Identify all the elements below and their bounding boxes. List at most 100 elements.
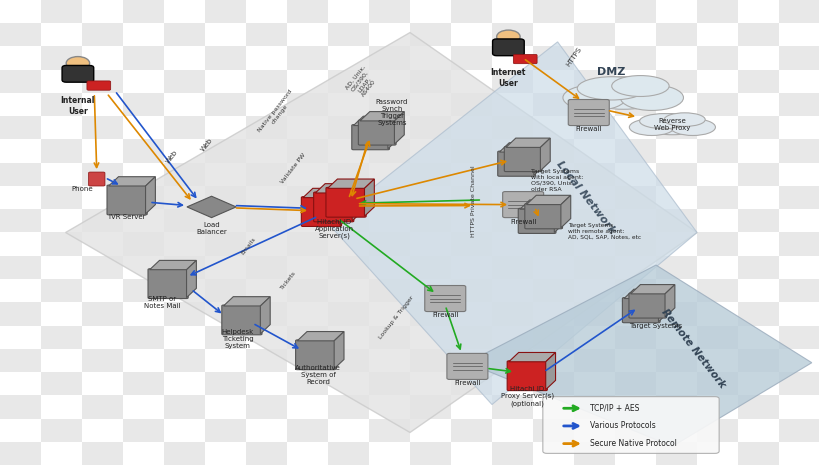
Bar: [287, 209, 328, 232]
Bar: [328, 46, 369, 70]
Bar: [82, 70, 123, 93]
Polygon shape: [364, 179, 374, 216]
Bar: [737, 209, 778, 232]
Bar: [82, 418, 123, 442]
Bar: [287, 395, 328, 418]
Bar: [491, 418, 532, 442]
Bar: [82, 395, 123, 418]
Bar: [778, 302, 819, 325]
Bar: [491, 442, 532, 465]
Bar: [123, 349, 164, 372]
Bar: [696, 186, 737, 209]
Bar: [696, 232, 737, 256]
Ellipse shape: [577, 77, 645, 100]
Bar: [573, 232, 614, 256]
Bar: [410, 163, 450, 186]
Bar: [164, 442, 205, 465]
Bar: [246, 395, 287, 418]
Bar: [123, 163, 164, 186]
Bar: [410, 23, 450, 46]
Polygon shape: [334, 332, 344, 369]
Ellipse shape: [629, 119, 673, 135]
Bar: [369, 23, 410, 46]
Bar: [696, 93, 737, 116]
Bar: [655, 349, 696, 372]
Bar: [614, 232, 655, 256]
Bar: [164, 163, 205, 186]
Bar: [450, 163, 491, 186]
Bar: [164, 232, 205, 256]
Bar: [287, 442, 328, 465]
Bar: [737, 302, 778, 325]
Bar: [328, 302, 369, 325]
Text: Lookup & Trigger: Lookup & Trigger: [378, 294, 414, 340]
Bar: [287, 46, 328, 70]
FancyBboxPatch shape: [492, 39, 523, 56]
Bar: [778, 442, 819, 465]
FancyBboxPatch shape: [628, 293, 666, 318]
Bar: [41, 418, 82, 442]
Bar: [246, 232, 287, 256]
Bar: [614, 302, 655, 325]
Bar: [246, 186, 287, 209]
Bar: [532, 186, 573, 209]
Bar: [778, 279, 819, 302]
Polygon shape: [545, 352, 555, 390]
FancyBboxPatch shape: [313, 192, 354, 222]
Bar: [778, 163, 819, 186]
Text: Remote Network: Remote Network: [658, 307, 726, 390]
Bar: [532, 163, 573, 186]
Polygon shape: [467, 265, 811, 446]
Bar: [369, 70, 410, 93]
Bar: [369, 0, 410, 23]
Bar: [369, 302, 410, 325]
Ellipse shape: [639, 113, 688, 129]
Bar: [614, 442, 655, 465]
Bar: [410, 302, 450, 325]
Bar: [0, 116, 41, 140]
Bar: [532, 326, 573, 349]
Polygon shape: [149, 260, 197, 270]
Bar: [655, 93, 696, 116]
Bar: [123, 116, 164, 140]
Bar: [737, 418, 778, 442]
Bar: [410, 256, 450, 279]
Bar: [614, 186, 655, 209]
Text: IVR Server: IVR Server: [109, 214, 145, 220]
Bar: [328, 418, 369, 442]
Bar: [123, 442, 164, 465]
Bar: [41, 209, 82, 232]
Bar: [0, 186, 41, 209]
Bar: [655, 232, 696, 256]
Bar: [614, 116, 655, 140]
Bar: [369, 93, 410, 116]
Bar: [410, 186, 450, 209]
FancyBboxPatch shape: [513, 54, 536, 64]
Bar: [655, 442, 696, 465]
Text: TCP/IP + AES: TCP/IP + AES: [590, 404, 639, 413]
Text: Web: Web: [199, 137, 214, 153]
Bar: [328, 279, 369, 302]
Bar: [737, 23, 778, 46]
Bar: [450, 372, 491, 395]
Text: Password
Synch
Trigger
Systems: Password Synch Trigger Systems: [375, 100, 408, 126]
Bar: [655, 186, 696, 209]
Bar: [123, 23, 164, 46]
Bar: [123, 140, 164, 163]
Ellipse shape: [577, 77, 668, 109]
Bar: [778, 395, 819, 418]
Bar: [491, 279, 532, 302]
Bar: [123, 186, 164, 209]
Polygon shape: [519, 200, 563, 209]
Bar: [491, 349, 532, 372]
Bar: [205, 418, 246, 442]
Bar: [696, 116, 737, 140]
Bar: [410, 0, 450, 23]
Bar: [82, 0, 123, 23]
Polygon shape: [146, 177, 156, 214]
Bar: [532, 279, 573, 302]
Text: HTTPS Private Channel: HTTPS Private Channel: [471, 165, 476, 237]
Bar: [0, 349, 41, 372]
Text: AD, Unix,
OS/390,
LDAP,
AS400: AD, Unix, OS/390, LDAP, AS400: [344, 64, 380, 101]
Bar: [41, 442, 82, 465]
